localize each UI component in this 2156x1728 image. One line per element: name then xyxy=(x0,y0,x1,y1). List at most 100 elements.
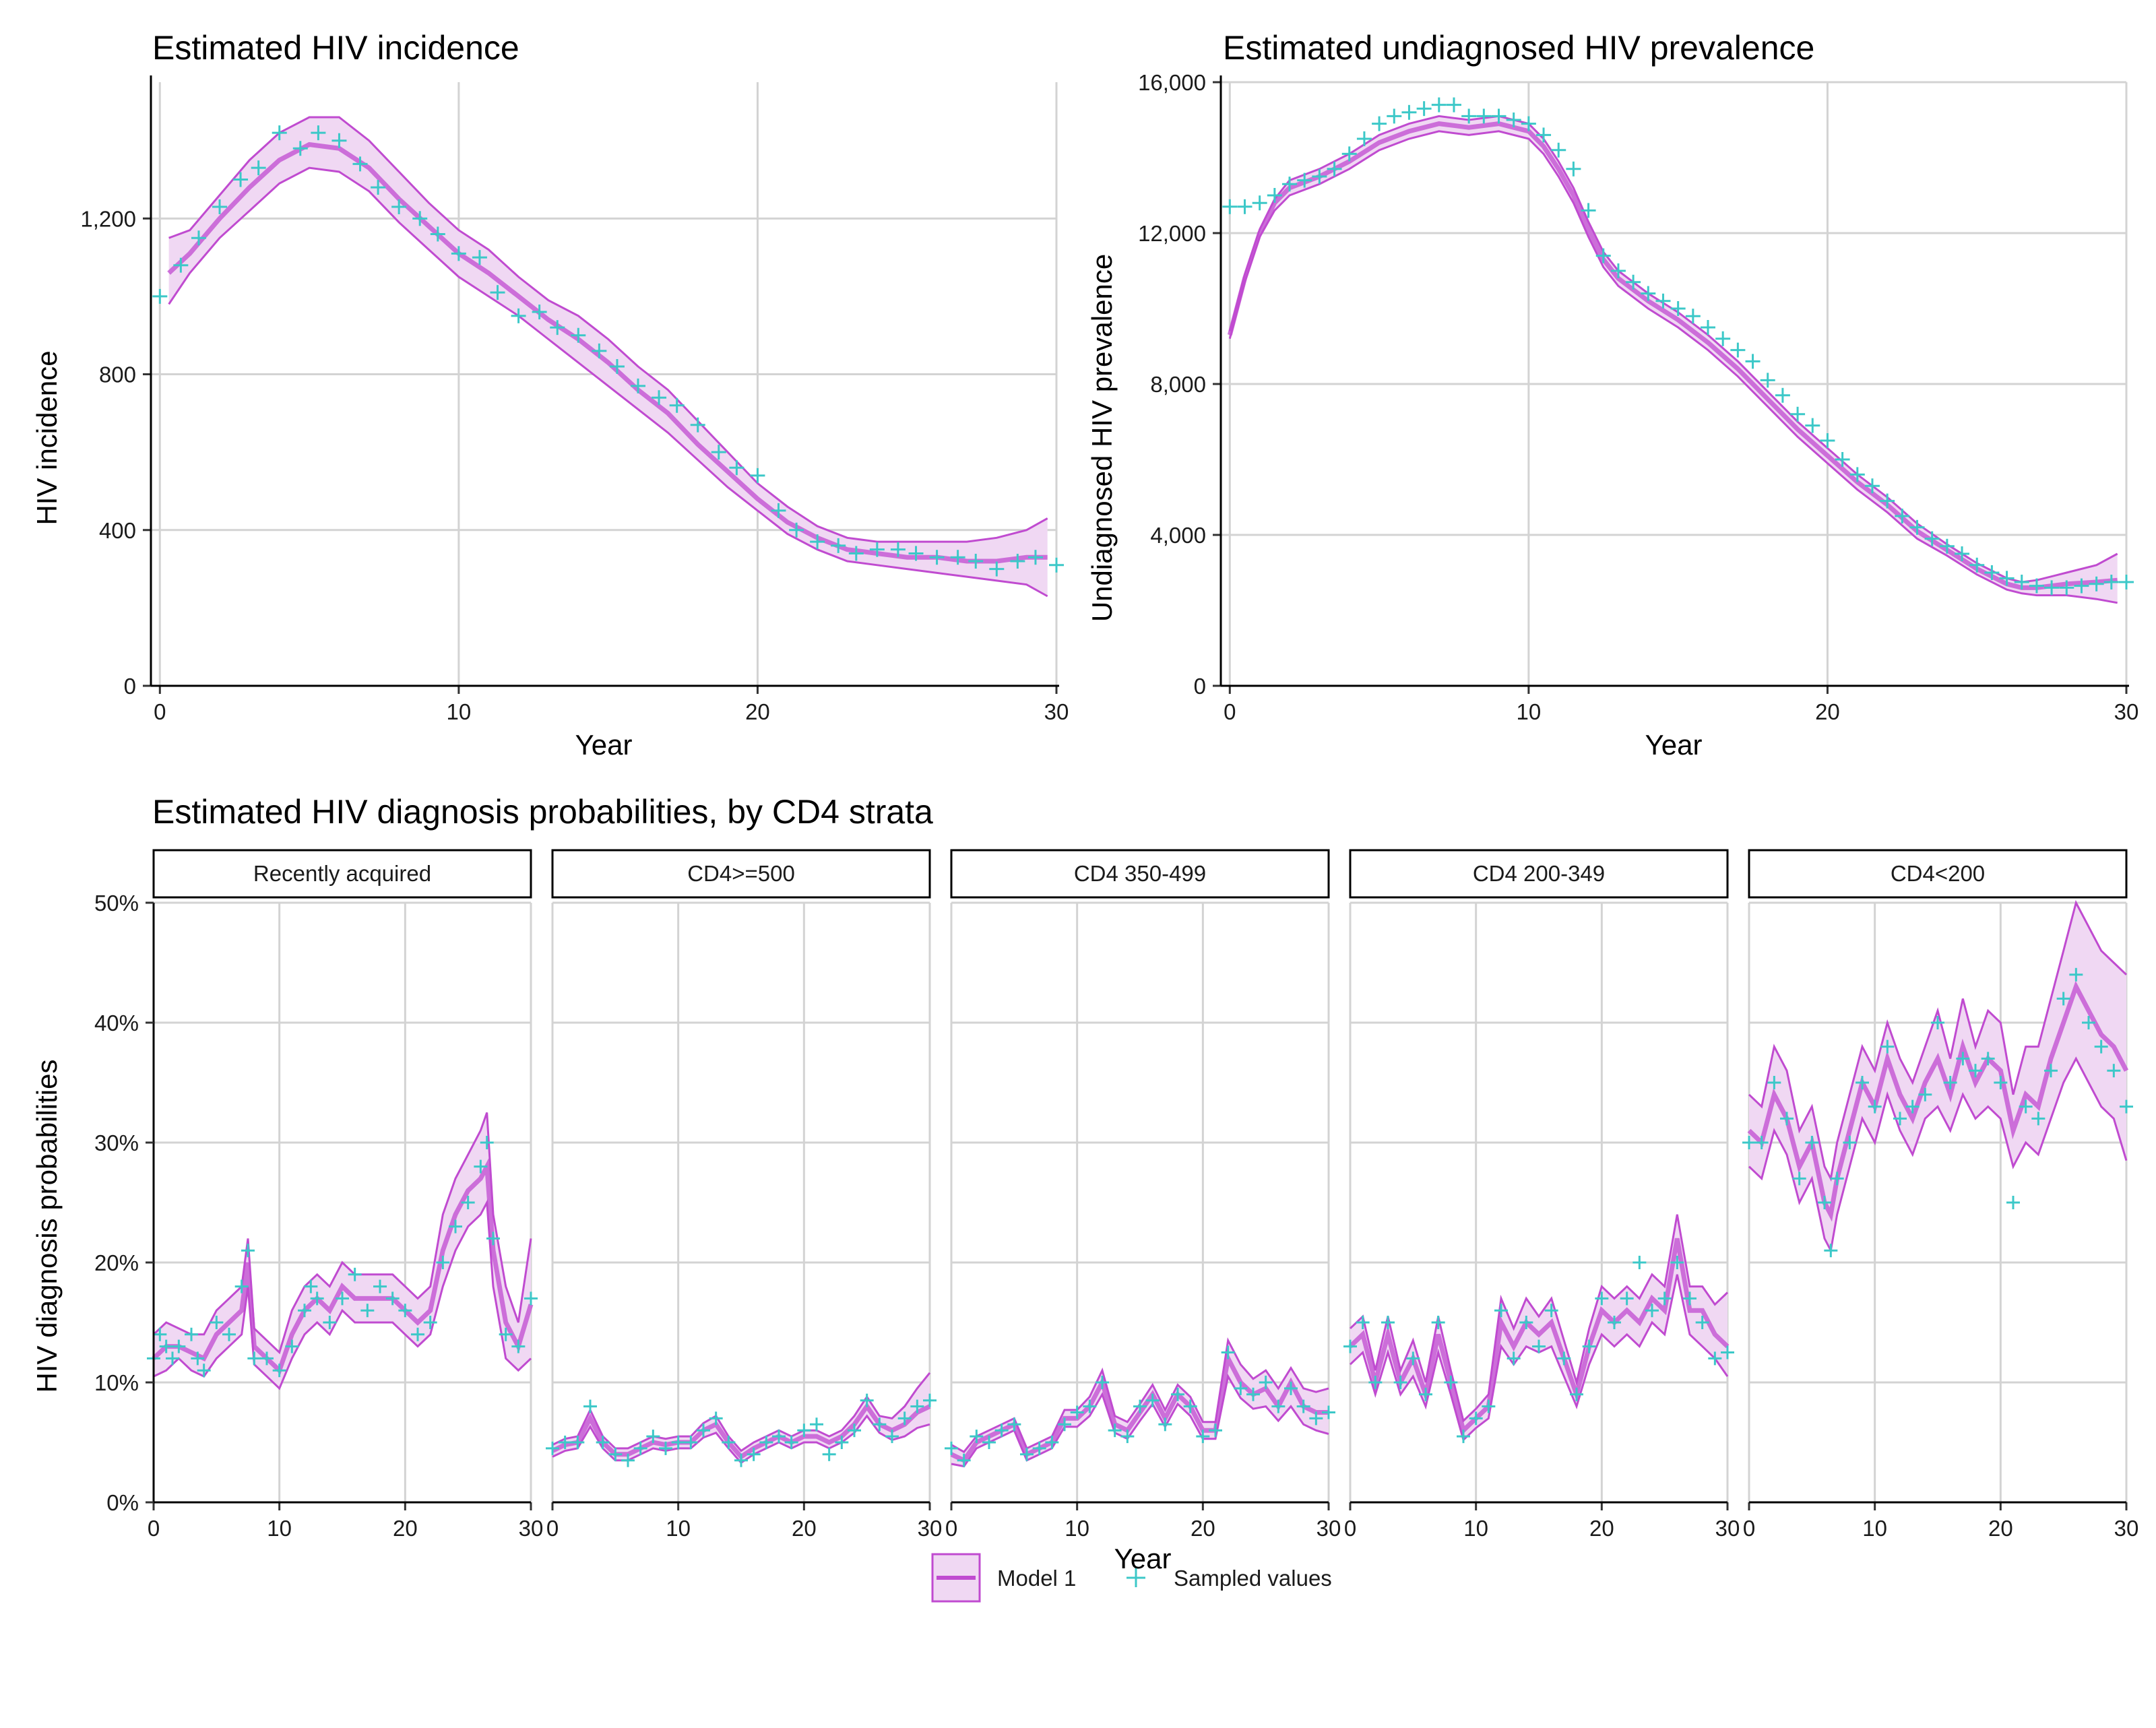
sampled-point xyxy=(486,1231,500,1246)
facet: Recently acquired 0 10 20 30 0% 10% 20% 30% 40% 50… xyxy=(94,849,543,1541)
sampled-point xyxy=(1322,1405,1335,1419)
sampled-point xyxy=(311,125,326,141)
prevalence-ylabel: Undiagnosed HIV prevalence xyxy=(1086,254,1118,622)
sampled-point xyxy=(1032,1441,1046,1455)
sampled-point xyxy=(423,1316,437,1329)
sampled-point xyxy=(1183,1399,1197,1413)
sampled-point xyxy=(1805,418,1820,433)
model-band xyxy=(1230,116,2118,603)
sampled-point xyxy=(511,308,526,323)
sampled-point xyxy=(272,125,287,141)
sampled-point xyxy=(1760,373,1775,388)
model-upper-line xyxy=(152,1112,532,1355)
sampled-point xyxy=(1045,1436,1059,1449)
sampled-point xyxy=(1049,557,1064,573)
sampled-point xyxy=(546,1441,559,1455)
sampled-point xyxy=(2059,580,2074,596)
x-tick-label: 10 xyxy=(666,1516,691,1541)
diagnosis-ylabel: HIV diagnosis probabilities xyxy=(31,1060,63,1393)
sampled-point xyxy=(1790,406,1806,422)
sampled-point xyxy=(1221,1345,1235,1359)
x-tick-label: 30 xyxy=(1317,1516,1341,1541)
sampled-point xyxy=(1955,546,1970,561)
sampled-point xyxy=(1670,301,1686,316)
facet: CD4<200 0 10 20 30 xyxy=(1742,849,2138,1541)
sampled-point xyxy=(2006,1196,2020,1209)
sampled-point xyxy=(1020,1447,1034,1461)
sampled-point xyxy=(260,1351,274,1366)
sampled-point xyxy=(2019,1099,2033,1114)
sampled-point xyxy=(1701,320,1716,335)
sampled-point xyxy=(652,390,667,406)
model-lower-line xyxy=(1228,130,2118,604)
prevalence-title: Estimated undiagnosed HIV prevalence xyxy=(1223,29,1814,67)
sampled-point xyxy=(810,534,825,550)
sampled-point xyxy=(1419,1387,1432,1401)
y-tick-label: 0 xyxy=(1194,674,1206,699)
sampled-point xyxy=(1341,146,1357,162)
sampled-point xyxy=(1595,248,1611,263)
sampled-point xyxy=(323,1316,337,1329)
sampled-point xyxy=(1259,1376,1273,1389)
sampled-point xyxy=(173,257,189,273)
sampled-point xyxy=(734,1453,748,1467)
sampled-point xyxy=(1999,571,2015,586)
y-tick-label: 400 xyxy=(99,518,136,543)
sampled-point xyxy=(373,1279,387,1293)
sampled-point xyxy=(197,1364,211,1378)
x-tick-label: 30 xyxy=(2114,699,2139,724)
sampled-point xyxy=(222,1327,236,1341)
facet: CD4 200-349 0 10 20 30 xyxy=(1343,849,1740,1541)
diagnosis-facets: Recently acquired 0 10 20 30 0% 10% 20% 30% 40% 50… xyxy=(94,849,2138,1541)
prevalence-panel: Estimated undiagnosed HIV prevalence 0 10… xyxy=(1086,29,2138,761)
sampled-point xyxy=(1610,263,1626,278)
x-tick-label: 20 xyxy=(1191,1516,1215,1541)
sampled-point xyxy=(2044,580,2060,596)
sampled-point xyxy=(697,1423,710,1438)
x-tick-label: 30 xyxy=(918,1516,943,1541)
sampled-point xyxy=(994,1423,1009,1438)
sampled-point xyxy=(1393,1376,1407,1389)
facet-strip xyxy=(152,849,532,899)
sampled-point xyxy=(1715,331,1731,346)
sampled-point xyxy=(1544,1304,1558,1318)
sampled-point xyxy=(1469,1411,1483,1426)
diagnosis-panel: Estimated HIV diagnosis probabilities, b… xyxy=(31,793,2138,1574)
prevalence-lines-layer xyxy=(1227,115,2118,604)
sampled-point xyxy=(1312,169,1327,184)
x-tick-label: 10 xyxy=(1065,1516,1089,1541)
sampled-point xyxy=(371,180,386,195)
sampled-point xyxy=(711,445,726,460)
sampled-point xyxy=(2014,575,2029,589)
sampled-point xyxy=(609,358,625,374)
sampled-point xyxy=(1931,1016,1944,1029)
sampled-point xyxy=(430,226,445,242)
sampled-point xyxy=(1296,1399,1310,1413)
sampled-point xyxy=(2107,1064,2121,1078)
sampled-point xyxy=(1096,1376,1109,1389)
sampled-point xyxy=(398,1304,412,1318)
y-tick-label: 4,000 xyxy=(1150,523,1206,548)
sampled-point xyxy=(1457,1430,1470,1444)
sampled-point xyxy=(771,503,786,518)
model-band xyxy=(1749,903,2126,1251)
sampled-point xyxy=(1381,1316,1395,1329)
sampled-point xyxy=(1655,293,1671,309)
model-upper-line xyxy=(1748,899,2128,1182)
sampled-point xyxy=(2089,576,2104,591)
sampled-point xyxy=(709,1411,723,1426)
sampled-point xyxy=(2082,1016,2095,1029)
facet-strip-label: CD4 200-349 xyxy=(1473,861,1605,886)
sampled-point xyxy=(722,1436,736,1449)
x-tick-label: 30 xyxy=(1044,699,1069,724)
model-median-line xyxy=(167,141,1048,564)
model-median-line xyxy=(1348,1238,1730,1435)
sampled-point xyxy=(1444,1376,1458,1389)
sampled-point xyxy=(1027,550,1043,565)
sampled-point xyxy=(1708,1351,1722,1366)
sampled-point xyxy=(890,542,906,557)
sampled-point xyxy=(480,1136,494,1149)
sampled-point xyxy=(451,246,466,261)
y-tick-label: 16,000 xyxy=(1138,70,1206,95)
